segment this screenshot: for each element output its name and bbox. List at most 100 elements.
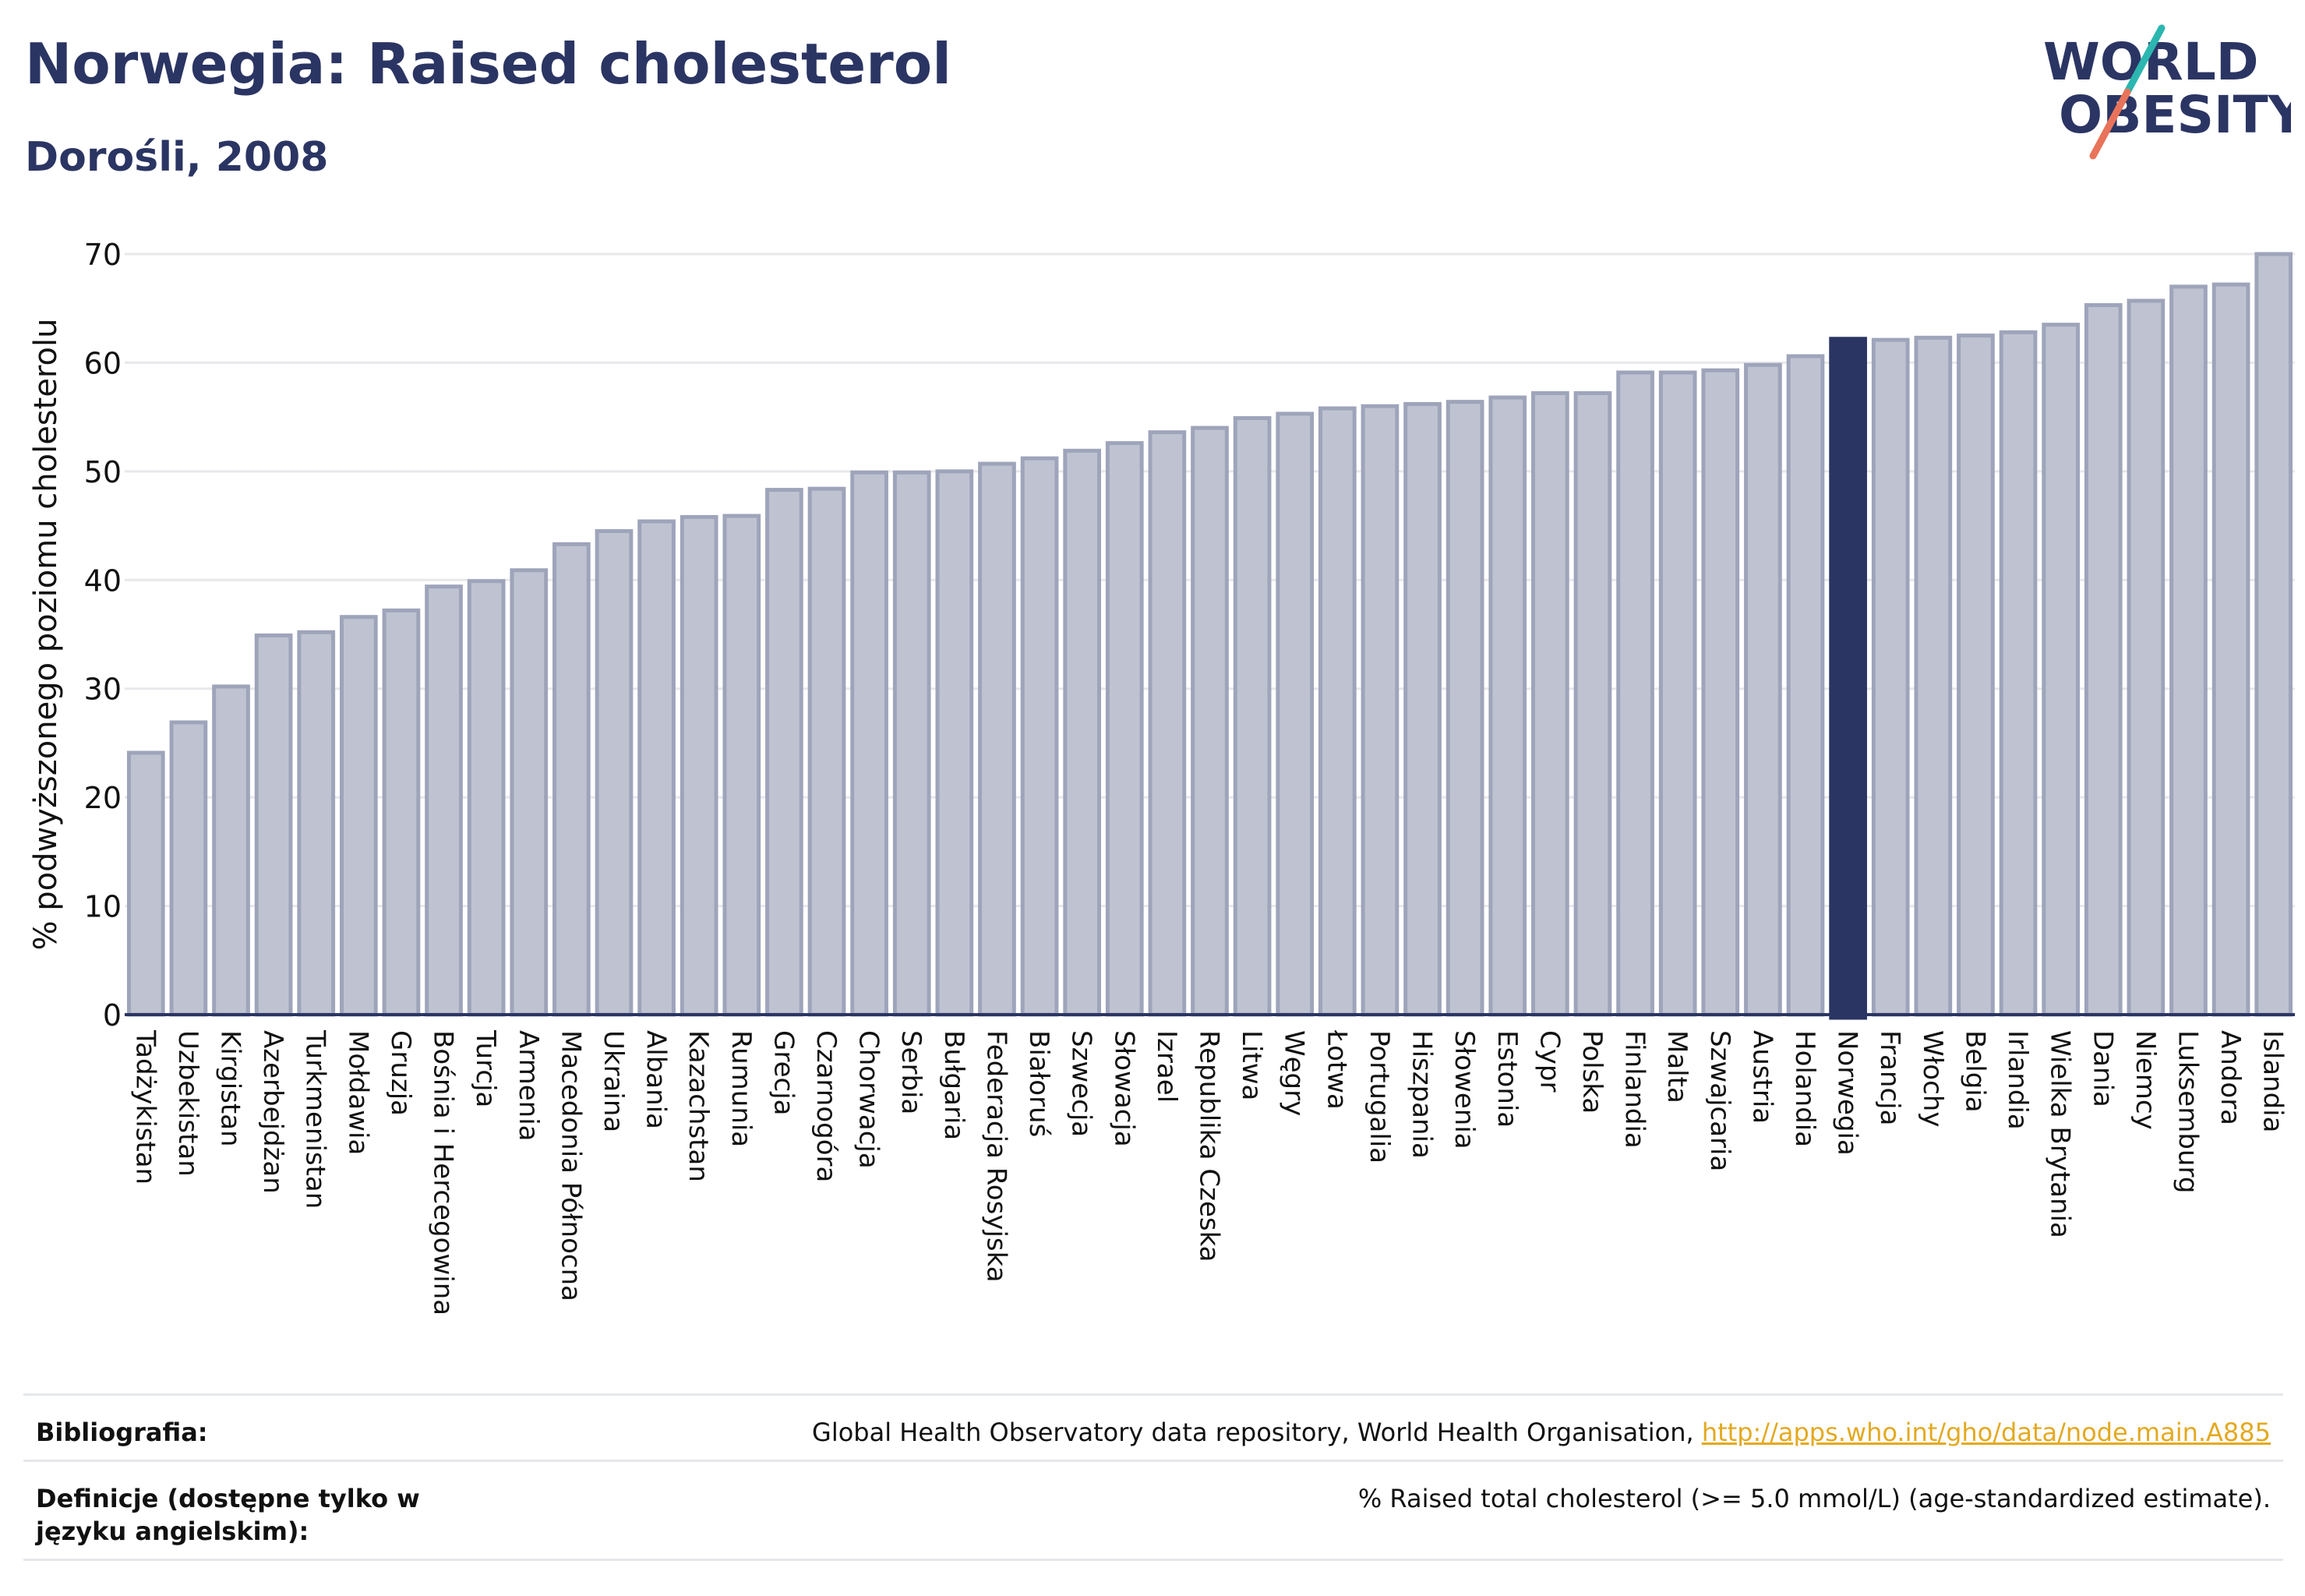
bar[interactable] [1063,448,1102,1017]
x-tick-label: Polska [1576,1030,1608,1114]
x-tick-label: Węgry [1279,1030,1310,1116]
x-tick-label: Republika Czeska [1194,1030,1225,1262]
bar[interactable] [978,461,1016,1017]
bar[interactable] [2042,323,2080,1017]
bar[interactable] [765,488,803,1017]
x-tick-label: Tadżykistan [129,1029,161,1185]
bar[interactable] [1744,362,1782,1017]
bar[interactable] [552,542,591,1017]
bar[interactable] [382,608,421,1017]
reference-row-bibliography: Bibliografia: Global Health Observatory … [23,1393,2283,1460]
bar[interactable] [595,529,634,1017]
bar[interactable] [254,633,293,1017]
reference-link[interactable]: http://apps.who.int/gho/data/node.main.A… [1701,1418,2271,1447]
bar[interactable] [2211,282,2250,1017]
y-tick-label: 30 [84,673,122,707]
bar[interactable] [1318,406,1357,1017]
bar[interactable] [1488,395,1527,1017]
x-tick-label: Macedonia Północna [555,1030,586,1301]
bar[interactable] [169,720,208,1017]
x-tick-label: Niemcy [2130,1030,2161,1130]
bar[interactable] [1616,370,1654,1017]
x-tick-label: Hiszpania [1407,1030,1438,1159]
x-tick-label: Kazachstan [683,1030,714,1182]
bar[interactable] [2084,303,2123,1017]
bar[interactable] [297,630,336,1017]
bar[interactable] [1573,390,1612,1017]
bar[interactable] [722,514,761,1017]
bar[interactable] [1105,441,1144,1017]
x-tick-label: Portugalia [1364,1030,1395,1163]
x-tick-label: Holandia [1789,1030,1820,1147]
bar[interactable] [1999,330,2038,1017]
x-tick-label: Kirgistan [215,1030,246,1147]
x-tick-label: Turkmenistan [300,1029,331,1209]
reference-row-definitions: Definicje (dostępne tylko w języku angie… [23,1460,2283,1561]
chart-subtitle: Dorośli, 2008 [25,134,329,181]
x-tick-label: Bułgaria [938,1030,969,1140]
x-tick-label: Litwa [1236,1030,1267,1100]
bar[interactable] [2127,298,2166,1017]
x-tick-label: Islandia [2257,1030,2289,1132]
x-tick-label: Cypr [1534,1030,1565,1092]
bar-chart: 0 10 20 30 40 50 60 70 Tadżykistan Uzbekistan Kir… [28,238,2295,1315]
x-tick-label: Szwajcaria [1704,1030,1735,1171]
bar[interactable] [212,684,250,1017]
y-axis-label: % podwyższonego poziomu cholesterolu [28,319,64,951]
bar[interactable] [1020,456,1059,1017]
bar[interactable] [1276,411,1315,1017]
x-tick-label: Łotwa [1321,1029,1352,1110]
x-tick-label: Irlandia [2002,1030,2033,1130]
bar[interactable] [126,750,165,1017]
bar[interactable] [1148,430,1187,1017]
x-tick-label: Grecja [768,1030,799,1115]
x-tick-label: Estonia [1491,1030,1523,1128]
bar[interactable] [892,470,931,1017]
bar[interactable] [679,514,718,1017]
bars [126,252,2293,1020]
x-tick-label: Ukraina [598,1030,629,1132]
bar[interactable] [1403,401,1442,1017]
bar[interactable] [1531,390,1569,1017]
bar[interactable] [1829,337,1867,1020]
x-tick-label: Belgia [1959,1030,1990,1113]
bar[interactable] [637,519,676,1017]
bar[interactable] [935,469,974,1017]
x-tick-label: Finlandia [1619,1030,1650,1149]
bar[interactable] [1361,404,1400,1017]
reference-text: Global Health Observatory data repositor… [812,1418,1702,1447]
bar[interactable] [1701,368,1740,1017]
logo-slash-coral [2089,88,2131,160]
world-obesity-logo: WORLD OBESITY [2043,24,2291,160]
bar[interactable] [510,568,549,1017]
bar[interactable] [425,584,463,1017]
bar[interactable] [2254,252,2293,1017]
x-tick-label: Andora [2215,1030,2246,1125]
bar[interactable] [1871,337,1910,1017]
x-axis-labels: Tadżykistan Uzbekistan Kirgistan Azerbejdża… [129,1029,2288,1315]
bar[interactable] [1957,334,1995,1017]
bar[interactable] [850,470,888,1017]
bar[interactable] [1191,425,1229,1017]
bar[interactable] [2169,284,2208,1017]
reference-value: % Raised total cholesterol (>= 5.0 mmol/… [1357,1484,2271,1513]
x-tick-label: Armenia [513,1030,544,1142]
bar[interactable] [1786,354,1825,1017]
y-tick-label: 40 [84,563,122,598]
y-tick-label: 0 [103,998,122,1033]
bar[interactable] [1914,335,1953,1017]
bar[interactable] [1233,416,1272,1017]
bar[interactable] [807,486,846,1017]
bar[interactable] [1445,400,1484,1017]
references-table: Bibliografia: Global Health Observatory … [23,1393,2283,1561]
x-tick-label: Czarnogóra [810,1030,842,1182]
x-tick-label: Wielka Brytania [2045,1030,2076,1238]
bar[interactable] [467,579,506,1017]
y-tick-label: 50 [84,455,122,489]
bar[interactable] [1658,370,1697,1017]
x-tick-label: Azerbejdżan [257,1030,288,1194]
logo-line2: OBESITY [2059,85,2291,145]
x-tick-label: Słowacja [1108,1030,1139,1147]
bar[interactable] [340,615,378,1017]
x-tick-label: Serbia [895,1030,927,1114]
